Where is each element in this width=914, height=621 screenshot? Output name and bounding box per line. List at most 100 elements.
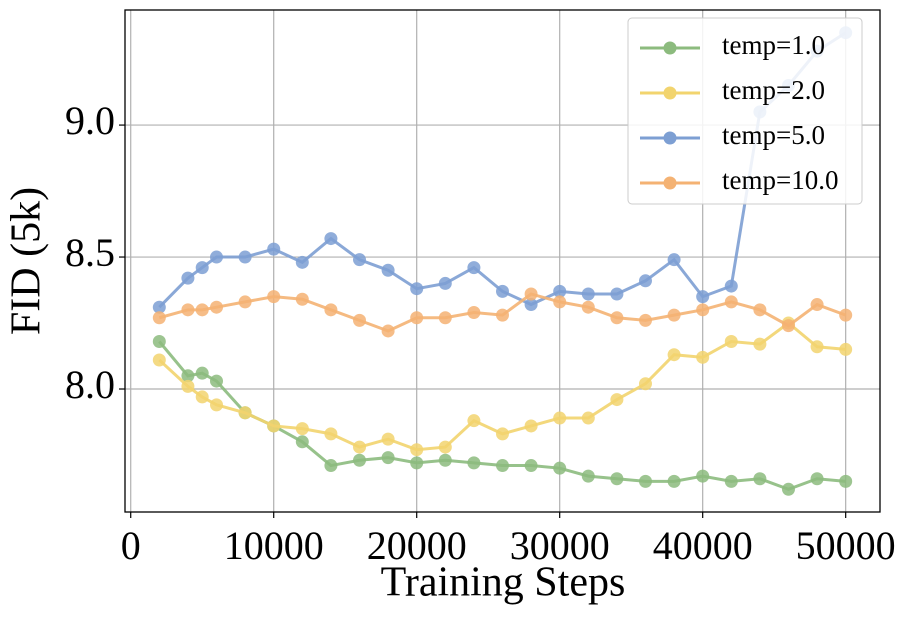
legend-marker xyxy=(663,131,677,145)
data-point xyxy=(267,290,281,304)
x-tick-label: 30000 xyxy=(510,523,610,568)
data-point xyxy=(638,313,652,327)
data-point xyxy=(638,274,652,288)
data-point xyxy=(610,393,624,407)
x-tick-label: 20000 xyxy=(367,523,467,568)
data-point xyxy=(181,271,195,285)
data-point xyxy=(553,295,567,309)
data-point xyxy=(667,474,681,488)
data-point xyxy=(152,300,166,314)
data-point xyxy=(353,313,367,327)
y-tick-label: 8.5 xyxy=(65,230,115,275)
legend: temp=1.0 temp=2.0 temp=5.0 temp=10.0 xyxy=(627,17,863,205)
data-point xyxy=(724,279,738,293)
data-point xyxy=(553,411,567,425)
data-point xyxy=(667,348,681,362)
data-point xyxy=(238,406,252,420)
legend-box xyxy=(627,17,863,205)
data-point xyxy=(238,295,252,309)
data-point xyxy=(467,305,481,319)
legend-marker xyxy=(663,176,677,190)
data-point xyxy=(524,459,538,473)
data-point xyxy=(410,456,424,470)
data-point xyxy=(195,390,209,404)
data-point xyxy=(152,311,166,325)
data-point xyxy=(438,276,452,290)
data-point xyxy=(810,340,824,354)
data-point xyxy=(238,250,252,264)
data-point xyxy=(581,300,595,314)
data-point xyxy=(410,443,424,457)
data-point xyxy=(353,453,367,467)
data-point xyxy=(696,303,710,317)
legend-marker xyxy=(663,86,677,100)
data-point xyxy=(667,253,681,267)
legend-label: temp=1.0 xyxy=(722,30,825,60)
legend-marker xyxy=(663,41,677,55)
data-point xyxy=(353,440,367,454)
data-point xyxy=(181,303,195,317)
data-point xyxy=(324,303,338,317)
data-point xyxy=(438,311,452,325)
data-point xyxy=(181,369,195,383)
x-axis-label: Training Steps xyxy=(381,560,626,606)
data-point xyxy=(295,255,309,269)
data-point xyxy=(610,311,624,325)
data-point xyxy=(381,432,395,446)
data-point xyxy=(524,298,538,312)
data-point xyxy=(381,451,395,465)
data-point xyxy=(353,253,367,267)
data-point xyxy=(496,459,509,473)
data-point xyxy=(152,353,166,367)
x-tick-label: 40000 xyxy=(653,523,753,568)
data-point xyxy=(810,472,824,486)
data-point xyxy=(753,472,767,486)
data-point xyxy=(610,287,624,301)
legend-label: temp=2.0 xyxy=(722,75,825,105)
data-point xyxy=(210,398,224,412)
data-point xyxy=(410,311,424,325)
data-point xyxy=(781,319,795,333)
data-point xyxy=(467,261,481,275)
y-tick-label: 8.0 xyxy=(65,362,115,407)
data-point xyxy=(438,453,452,467)
data-point xyxy=(467,414,481,428)
data-point xyxy=(324,459,338,473)
data-point xyxy=(467,456,481,470)
data-point xyxy=(181,379,195,393)
data-point xyxy=(496,308,509,322)
data-point xyxy=(267,419,281,433)
data-point xyxy=(581,287,595,301)
legend-label: temp=5.0 xyxy=(722,120,825,150)
data-point xyxy=(839,308,853,322)
data-point xyxy=(438,440,452,454)
data-point xyxy=(496,284,509,298)
data-point xyxy=(195,366,209,380)
x-tick-label: 50000 xyxy=(796,523,896,568)
data-point xyxy=(724,295,738,309)
data-point xyxy=(496,427,509,441)
data-point xyxy=(553,284,567,298)
data-point xyxy=(295,422,309,436)
data-point xyxy=(810,298,824,312)
data-point xyxy=(696,350,710,364)
x-tick-label: 0 xyxy=(121,523,141,568)
data-point xyxy=(667,308,681,322)
data-point xyxy=(295,435,309,449)
data-point xyxy=(753,303,767,317)
data-point xyxy=(210,250,224,264)
data-point xyxy=(638,377,652,391)
data-point xyxy=(781,482,795,496)
data-point xyxy=(753,337,767,351)
data-point xyxy=(295,292,309,306)
data-point xyxy=(410,282,424,296)
data-point xyxy=(724,334,738,348)
data-point xyxy=(210,374,224,388)
data-point xyxy=(524,419,538,433)
x-tick-label: 10000 xyxy=(224,523,324,568)
data-point xyxy=(152,334,166,348)
data-point xyxy=(696,469,710,483)
data-point xyxy=(381,324,395,338)
y-axis-label: FID (5k) xyxy=(4,187,50,335)
